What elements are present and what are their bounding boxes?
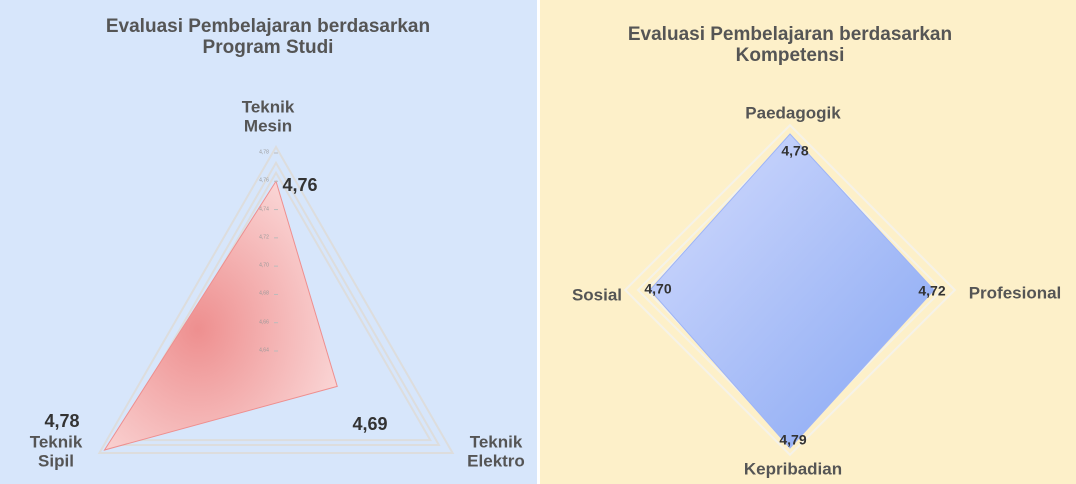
r-tick-label: 4,74	[259, 205, 269, 212]
category-label: Profesional	[968, 283, 1062, 303]
value-label: 4,79	[779, 431, 807, 448]
value-label: 4,70	[644, 280, 672, 297]
radar-frame	[97, 145, 455, 454]
category-label: Teknik Elektro	[467, 432, 525, 470]
r-tick-label: 4,68	[259, 290, 269, 297]
category-label: Teknik Sipil	[29, 432, 83, 470]
r-tick-label: 4,70	[259, 262, 269, 269]
value-label: 4,76	[282, 175, 318, 196]
r-tick-label: 4,64	[259, 347, 269, 354]
radar-area	[649, 133, 935, 449]
value-label: 4,78	[781, 142, 809, 159]
chart-title: Evaluasi Pembelajaran berdasarkan Progra…	[105, 16, 431, 58]
category-label: Teknik Mesin	[241, 97, 295, 135]
category-label: Paedagogik	[745, 103, 841, 123]
category-label: Sosial	[571, 285, 623, 305]
chart-title: Evaluasi Pembelajaran berdasarkan Kompet…	[627, 24, 953, 66]
value-label: 4,69	[352, 414, 388, 435]
value-label: 4,72	[918, 282, 946, 299]
category-label: Kepribadian	[743, 459, 843, 479]
r-tick-label: 4,78	[259, 149, 269, 156]
radar-area	[103, 180, 338, 451]
r-tick-label: 4,72	[259, 234, 269, 241]
value-label: 4,78	[44, 411, 80, 432]
radar-frame	[111, 160, 441, 447]
r-tick-label: 4,76	[259, 177, 269, 184]
r-tick-label: 4,66	[259, 318, 269, 325]
radar-frame	[623, 123, 957, 457]
